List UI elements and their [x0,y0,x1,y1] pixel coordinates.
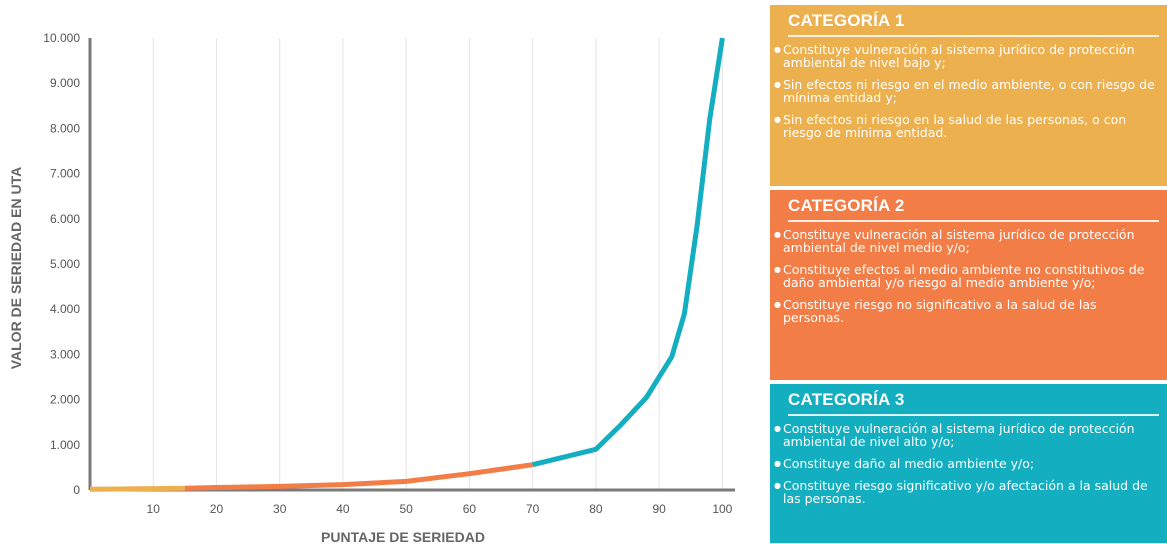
axes [88,38,735,492]
category-1-title: CATEGORÍA 1 [788,11,1159,37]
category-panel: CATEGORÍA 1 Constituye vulneración al si… [770,5,1167,543]
series-lines [89,37,725,492]
category-3-item: Constituye riesgo significativo y/o afec… [774,479,1159,505]
category-2-item: Constituye riesgo no significativo a la … [774,298,1159,324]
y-axis-title: VALOR DE SERIEDAD EN UTA [8,167,24,370]
x-tick-label: 30 [273,502,287,516]
category-3-box: CATEGORÍA 3 Constituye vulneración al si… [770,384,1167,543]
x-tick-label: 10 [147,502,161,516]
chart-svg: 10 20 30 40 50 60 70 80 90 100 0 1.000 2.000 3.000 4.0… [8,31,735,544]
y-tick-label: 2.000 [50,393,80,407]
x-axis-title: PUNTAJE DE SERIEDAD [321,529,485,544]
y-tick-label: 8.000 [50,121,80,135]
y-tick-label: 5.000 [50,257,80,271]
category-2-list: Constituye vulneración al sistema jurídi… [770,228,1159,324]
x-tick-label: 60 [463,502,477,516]
x-tick-label: 40 [336,502,350,516]
x-tick-label: 90 [652,502,666,516]
grid-lines [152,38,723,490]
x-tick-label: 50 [399,502,413,516]
category-1-list: Constituye vulneración al sistema jurídi… [770,43,1159,139]
category-3-item: Constituye vulneración al sistema jurídi… [774,422,1159,448]
category-3-list: Constituye vulneración al sistema jurídi… [770,422,1159,505]
y-tick-label: 3.000 [50,347,80,361]
x-tick-label: 20 [210,502,224,516]
category-3-title: CATEGORÍA 3 [788,390,1159,416]
category-3-item: Constituye daño al medio ambiente y/o; [774,457,1159,470]
x-tick-label: 80 [589,502,603,516]
y-tick-label: 4.000 [50,302,80,316]
series-line-2 [184,462,533,491]
category-2-item: Constituye efectos al medio ambiente no … [774,263,1159,289]
category-1-item: Constituye vulneración al sistema jurídi… [774,43,1159,69]
tick-labels: 10 20 30 40 50 60 70 80 90 100 0 1.000 2.000 3.000 4.0… [43,31,732,516]
seriousness-chart: 10 20 30 40 50 60 70 80 90 100 0 1.000 2.000 3.000 4.0… [8,31,735,544]
x-tick-label: 70 [526,502,540,516]
category-2-title: CATEGORÍA 2 [788,196,1159,222]
y-tick-label: 10.000 [43,31,80,45]
series-line-3 [532,37,725,468]
y-tick-label: 9.000 [50,76,80,90]
y-tick-label: 1.000 [50,438,80,452]
category-2-box: CATEGORÍA 2 Constituye vulneración al si… [770,190,1167,380]
category-1-box: CATEGORÍA 1 Constituye vulneración al si… [770,5,1167,186]
series-line-1 [89,485,185,492]
category-2-item: Constituye vulneración al sistema jurídi… [774,228,1159,254]
y-tick-label: 6.000 [50,212,80,226]
category-1-item: Sin efectos ni riesgo en el medio ambien… [774,78,1159,104]
category-1-item: Sin efectos ni riesgo en la salud de las… [774,113,1159,139]
y-tick-label: 7.000 [50,167,80,181]
x-tick-label: 100 [712,502,732,516]
y-tick-label: 0 [73,483,80,497]
